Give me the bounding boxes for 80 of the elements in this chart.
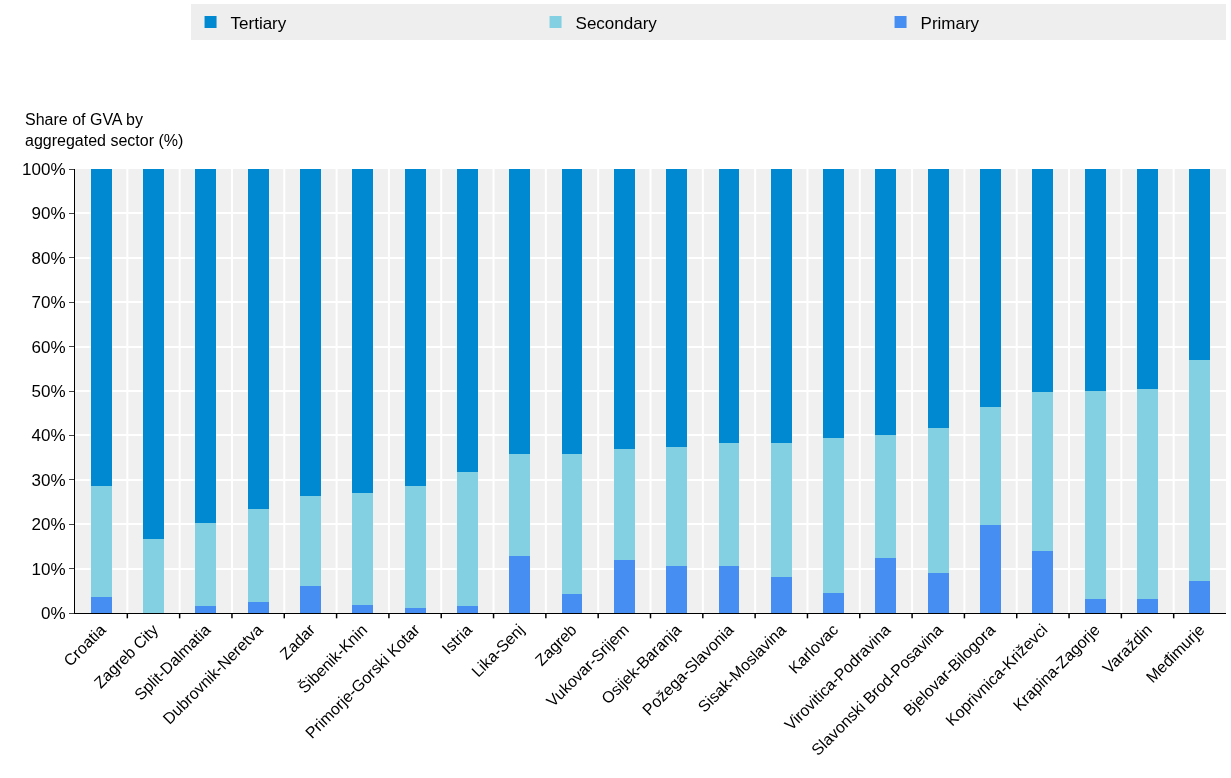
y-axis-title: Share of GVA by aggregated sector (%)	[25, 111, 184, 149]
bar	[1189, 580, 1211, 613]
bar	[1189, 169, 1211, 360]
bar	[980, 407, 1002, 526]
bar	[90, 597, 112, 613]
y-tick-label: 100%	[22, 159, 66, 179]
bar	[561, 593, 583, 613]
bar	[1137, 169, 1158, 389]
bar	[980, 169, 1002, 408]
y-tick-label: 40%	[31, 426, 66, 446]
bar	[404, 607, 426, 613]
bar	[823, 438, 845, 594]
bar	[875, 557, 897, 613]
y-tick-label: 20%	[31, 515, 66, 535]
bar	[404, 169, 426, 487]
bar	[980, 525, 1002, 613]
y-tick-label: 70%	[31, 293, 66, 313]
bar	[718, 443, 740, 567]
bar	[247, 509, 269, 603]
y-tick-label: 80%	[31, 248, 66, 268]
bar	[666, 566, 688, 613]
bar	[561, 169, 583, 454]
y-tick-label: 60%	[31, 337, 66, 357]
bar	[352, 605, 374, 613]
bar	[1084, 391, 1106, 600]
bar	[299, 586, 321, 613]
bar	[718, 566, 740, 613]
bar	[823, 169, 845, 439]
bar	[247, 602, 269, 613]
y-tick-label: 90%	[31, 204, 66, 224]
bar	[456, 169, 478, 473]
bar	[195, 605, 217, 613]
bar	[1032, 550, 1054, 613]
bar	[561, 453, 583, 594]
bar	[143, 169, 164, 539]
bar	[613, 559, 635, 613]
bar	[509, 556, 531, 613]
legend-label: Tertiary	[230, 13, 287, 33]
bar	[509, 453, 531, 557]
bar	[1137, 388, 1158, 600]
bar	[352, 169, 374, 494]
bar	[823, 593, 845, 613]
y-tick-label: 30%	[31, 470, 66, 490]
bar	[299, 496, 321, 587]
bar	[1189, 359, 1211, 581]
bar	[718, 169, 740, 444]
bar	[1032, 391, 1054, 551]
bar	[613, 449, 635, 560]
bar	[875, 169, 897, 436]
bar	[247, 169, 269, 510]
bar	[352, 493, 374, 606]
bar	[143, 538, 164, 613]
bar	[195, 169, 217, 523]
bar	[927, 169, 949, 429]
bar	[404, 486, 426, 608]
legend-label: Secondary	[575, 13, 658, 33]
bar	[666, 169, 688, 448]
bar	[613, 169, 635, 450]
bar	[1084, 599, 1106, 613]
bar	[195, 522, 217, 606]
y-tick-label: 0%	[41, 603, 66, 623]
bar	[90, 169, 112, 487]
bar	[509, 169, 531, 454]
bar	[770, 442, 792, 578]
bar	[1137, 599, 1158, 613]
bar	[90, 486, 112, 598]
legend-label: Primary	[920, 13, 980, 33]
bar	[456, 472, 478, 606]
bar	[1084, 169, 1106, 391]
bar	[927, 573, 949, 613]
bar	[875, 435, 897, 558]
y-tick-label: 10%	[31, 559, 66, 579]
bar	[770, 169, 792, 443]
bar	[666, 447, 688, 567]
bar	[770, 577, 792, 613]
y-tick-label: 50%	[31, 381, 66, 401]
bar	[299, 169, 321, 497]
bar	[927, 428, 949, 574]
bar	[1032, 169, 1054, 392]
bar	[456, 605, 478, 613]
